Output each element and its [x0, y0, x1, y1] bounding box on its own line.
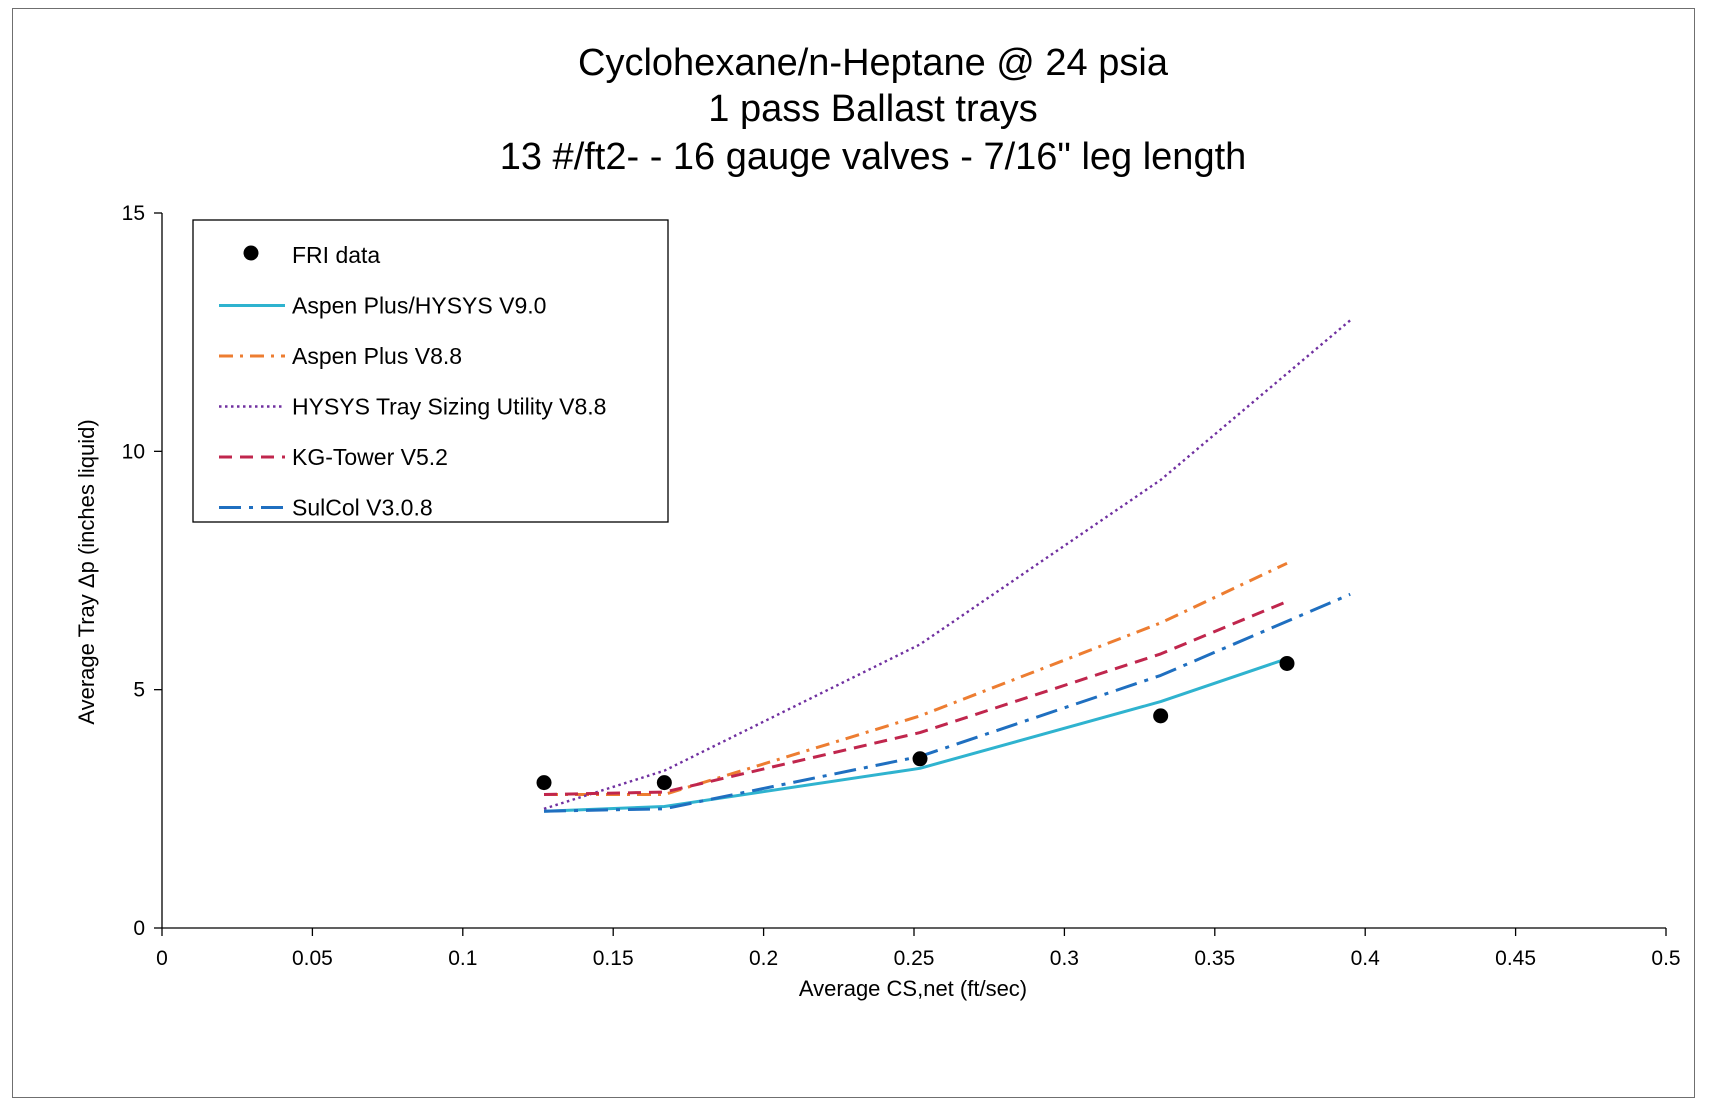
legend-label-fri-data: FRI data	[292, 242, 380, 268]
chart-svg: Cyclohexane/n-Heptane @ 24 psia 1 pass B…	[74, 42, 1681, 1001]
y-axis-title: Average Tray Δp (inches liquid)	[74, 419, 99, 724]
x-tick-label: 0.25	[894, 947, 935, 970]
x-tick-label: 0.1	[448, 947, 477, 970]
data-point	[656, 775, 672, 791]
title-line-2: 1 pass Ballast trays	[708, 88, 1037, 130]
x-tick-label: 0.35	[1194, 947, 1235, 970]
chart-frame: Cyclohexane/n-Heptane @ 24 psia 1 pass B…	[12, 8, 1695, 1098]
legend-label-aspen-plus-hysys-v9-0: Aspen Plus/HYSYS V9.0	[292, 293, 546, 319]
series-layer	[536, 319, 1351, 813]
series-line-kg-tower-v5-2	[543, 600, 1288, 796]
x-tick-label: 0.2	[749, 947, 778, 970]
series-line-aspen-plus-hysys-v9-0	[543, 657, 1288, 813]
y-tick-label: 15	[122, 202, 145, 225]
title-line-1: Cyclohexane/n-Heptane @ 24 psia	[578, 42, 1169, 84]
x-tick-label: 0.05	[292, 947, 333, 970]
legend-marker-fri-data	[243, 245, 259, 261]
title-line-3: 13 #/ft2- - 16 gauge valves - 7/16" leg …	[500, 136, 1247, 178]
data-point	[912, 751, 928, 767]
legend: FRI data Aspen Plus/HYSYS V9.0 Aspen Plus …	[192, 219, 669, 523]
data-point	[1153, 708, 1169, 724]
y-tick-label: 0	[133, 917, 145, 940]
y-tick-label: 5	[133, 679, 145, 702]
chart-title: Cyclohexane/n-Heptane @ 24 psia 1 pass B…	[500, 42, 1247, 178]
legend-label-sulcol-v3-0-8: SulCol V3.0.8	[292, 495, 433, 521]
data-point	[1279, 655, 1295, 671]
x-tick-label: 0.3	[1050, 947, 1079, 970]
legend-label-kg-tower-v5-2: KG-Tower V5.2	[292, 444, 448, 470]
series-fri-data	[536, 655, 1295, 791]
legend-label-hysys-tray-sizing-utility-v8-8: HYSYS Tray Sizing Utility V8.8	[292, 394, 606, 420]
x-tick-label: 0.45	[1495, 947, 1536, 970]
legend-box	[192, 219, 669, 523]
x-tick-label: 0.15	[593, 947, 634, 970]
x-axis-ticks: 0 0.05 0.1 0.15 0.2 0.25 0.3 0.35 0.4 0.45 0.5	[156, 928, 1681, 970]
x-tick-label: 0.4	[1351, 947, 1381, 970]
x-tick-label: 0	[156, 947, 168, 970]
data-point	[536, 775, 552, 791]
series-line-aspen-plus-v8-8	[544, 561, 1288, 796]
x-axis-title: Average CS,net (ft/sec)	[799, 976, 1027, 1001]
series-line-hysys-tray-sizing-utility-v8-8	[543, 319, 1351, 810]
y-axis-ticks: 0 5 10 15	[122, 202, 162, 940]
legend-label-aspen-plus-v8-8: Aspen Plus V8.8	[292, 343, 462, 369]
y-tick-label: 10	[122, 440, 145, 463]
x-tick-label: 0.5	[1651, 947, 1680, 970]
